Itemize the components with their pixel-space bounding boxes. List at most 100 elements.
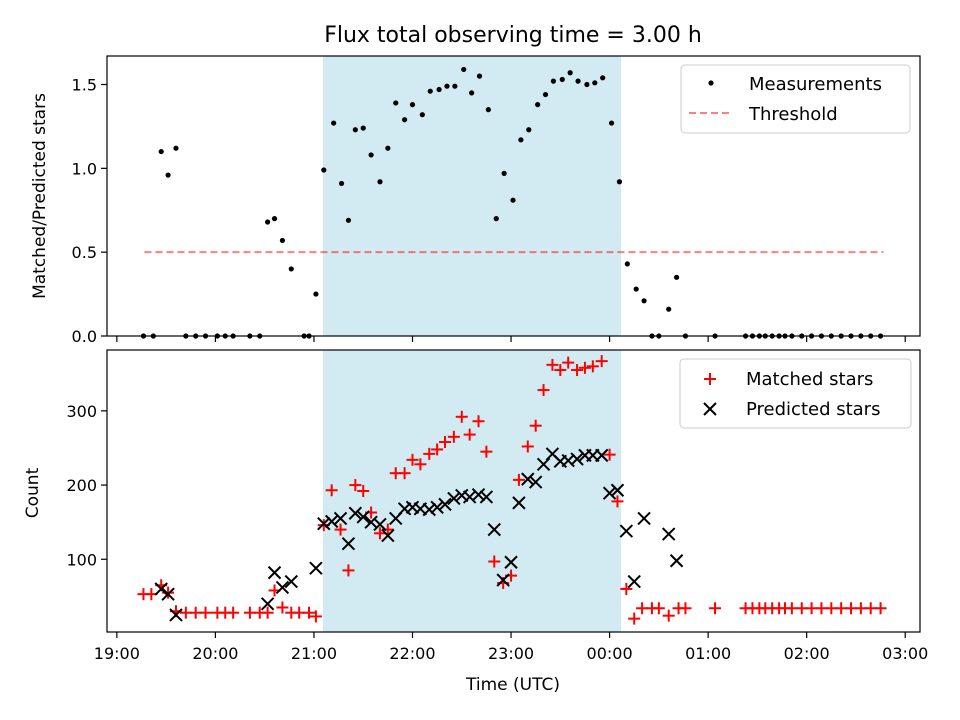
predicted-x-b (487, 522, 501, 537)
time-x-tick-label: 22:00 (389, 644, 435, 663)
predicted-star-point (521, 472, 535, 486)
measurement-point (321, 167, 327, 173)
measurement-point (158, 148, 164, 155)
predicted-star-point (333, 511, 348, 526)
predicted-star-point (169, 608, 183, 622)
matched-star-point (709, 602, 722, 615)
matched-star-point (874, 602, 887, 615)
measurement-point (352, 127, 358, 133)
matched-star-point (447, 430, 460, 443)
counts-panel-frame (106, 349, 921, 633)
predicted-x-b (610, 483, 625, 497)
predicted-x-b (356, 510, 370, 524)
count-y-axis-label: Count (23, 467, 43, 518)
time-x-tick-label: 21:00 (291, 644, 337, 663)
measurement-point (402, 117, 408, 123)
ratio-y-axis-ticks: 0.0 0.5 1.0 1.5 (72, 76, 107, 346)
matched-star-point (480, 445, 493, 458)
predicted-star-point (447, 491, 461, 506)
legend-predicted-marker (703, 402, 717, 416)
time-x-tick-label: 00:00 (587, 644, 633, 663)
predicted-star-point (275, 580, 290, 595)
measurement-point (385, 145, 391, 151)
measurement-point (461, 66, 467, 73)
predicted-x-b (561, 453, 575, 468)
measurement-point (542, 91, 549, 98)
matched-star-point (349, 479, 362, 492)
predicted-x-b (545, 447, 560, 461)
figure-title: Flux total observing time = 3.00 h (324, 23, 702, 48)
predicted-x-b (309, 561, 323, 575)
measurement-point (501, 170, 507, 176)
predicted-x-b (317, 516, 331, 531)
ratio-panel-frame (106, 55, 921, 337)
matched-star-point (414, 458, 427, 471)
measurement-point (673, 274, 680, 280)
matched-star-point (578, 361, 591, 374)
matched-star-point (603, 448, 616, 461)
observing-window-shade-top (323, 56, 621, 336)
predicted-x-b (161, 587, 175, 601)
predicted-x-b (341, 536, 356, 551)
predicted-x-b (594, 448, 609, 463)
predicted-star-point (422, 502, 436, 517)
predicted-x-b (373, 517, 387, 532)
predicted-star-point (669, 554, 684, 568)
measurement-point (469, 90, 475, 96)
measurement-point (633, 286, 639, 292)
matched-star-point (488, 555, 501, 568)
matched-star-point (628, 612, 641, 625)
predicted-star-point (381, 528, 395, 543)
legend-matched-marker (704, 373, 716, 385)
ratio-y-tick-label: 0.0 (72, 327, 97, 346)
ratio-y-tick-label: 0.5 (72, 243, 97, 262)
ratio-legend-box (680, 64, 911, 134)
predicted-x-b (662, 527, 676, 541)
measurement-point (641, 298, 647, 304)
legend-threshold-label: Threshold (748, 104, 838, 125)
matched-star-point (325, 484, 338, 497)
measurement-point (550, 78, 557, 84)
matched-star-point (595, 355, 608, 368)
measurement-point (476, 73, 483, 79)
counts-legend-box (679, 358, 912, 429)
ratio-panel: 0.0 0.5 1.0 1.5 Matched/Predicted stars Mea… (30, 55, 921, 346)
predicted-x-b (471, 488, 486, 502)
predicted-x-b (284, 574, 298, 589)
measurement-point (360, 125, 366, 131)
count-points (137, 355, 887, 625)
measurement-point (518, 137, 524, 143)
matched-star-point (562, 356, 575, 369)
measurement-point (575, 78, 581, 84)
predicted-star-point (479, 490, 494, 504)
legend-predicted-label: Predicted stars (746, 399, 880, 420)
predicted-star-point (594, 448, 609, 463)
predicted-star-point (528, 475, 543, 489)
measurement-point (345, 217, 352, 223)
predicted-x-b (512, 496, 526, 510)
count-y-axis-ticks: 100 200 300 (66, 402, 107, 569)
matched-star-point (537, 384, 550, 397)
ratio-y-tick-label: 1.5 (72, 76, 97, 95)
predicted-star-point (610, 483, 625, 497)
measurement-point (567, 70, 573, 76)
measurement-point (313, 291, 319, 297)
predicted-star-point (348, 506, 363, 520)
predicted-x-b (462, 490, 477, 504)
matched-star-point (227, 606, 240, 619)
measurement-point (535, 102, 541, 108)
matched-star-point (571, 364, 584, 377)
predicted-star-point (504, 555, 518, 569)
measurement-point (288, 266, 294, 272)
ratio-y-axis-label: Matched/Predicted stars (30, 93, 50, 299)
matched-star-point (662, 609, 675, 622)
measurement-point (377, 179, 383, 185)
measurement-point (393, 100, 399, 106)
matched-star-point (406, 453, 419, 466)
predicted-star-point (317, 516, 331, 531)
predicted-x-b (637, 511, 651, 526)
predicted-x-b (536, 457, 551, 471)
predicted-star-point (619, 524, 634, 538)
predicted-x-b (455, 488, 469, 503)
legend-matched-label: Matched stars (746, 369, 873, 390)
